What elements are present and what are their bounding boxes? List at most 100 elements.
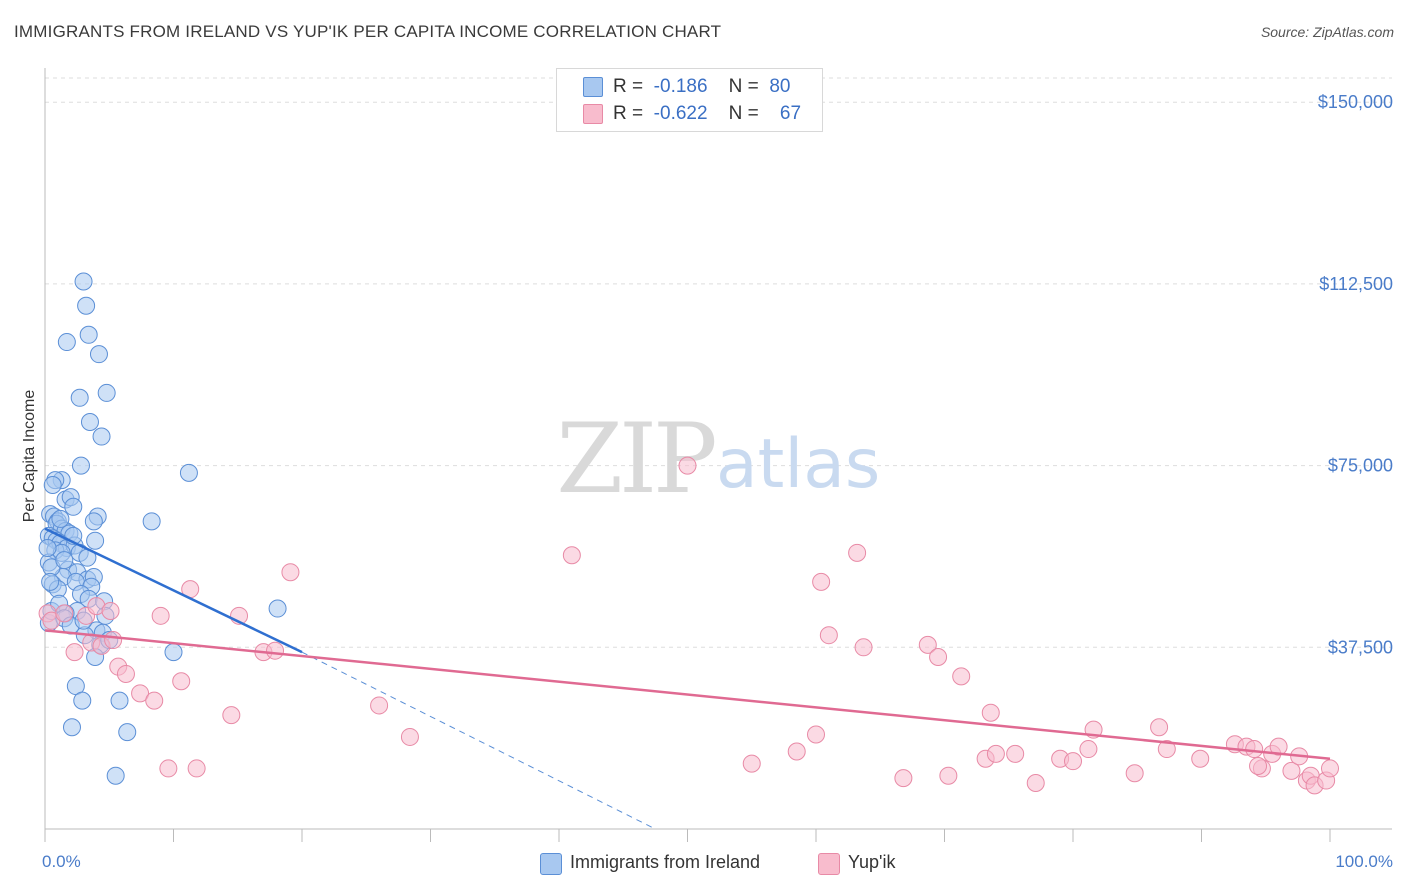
point-yupik (742, 754, 761, 773)
x-tick-label-min: 0.0% (42, 852, 81, 871)
point-ireland (41, 572, 60, 591)
y-tick-labels: $37,500 $75,000 $112,500 $150,000 (1318, 92, 1393, 657)
point-ireland (73, 691, 92, 710)
legend-swatch-pink (818, 853, 840, 875)
point-ireland (64, 497, 83, 516)
r-value: -0.186 (653, 76, 708, 97)
source-credit: Source: ZipAtlas.com (1260, 24, 1394, 40)
point-yupik (1006, 744, 1025, 763)
point-yupik (55, 604, 74, 623)
point-yupik (104, 631, 123, 650)
point-ireland (38, 538, 57, 557)
point-ireland (70, 388, 89, 407)
y-tick-label: $37,500 (1328, 637, 1393, 657)
r-label: R = (613, 76, 644, 97)
point-ireland (89, 345, 108, 364)
point-yupik (562, 546, 581, 565)
y-tick-label: $75,000 (1328, 456, 1393, 476)
point-yupik (370, 696, 389, 715)
point-yupik (116, 664, 135, 683)
point-yupik (222, 706, 241, 725)
point-yupik (400, 727, 419, 746)
n-label: N = (728, 76, 759, 97)
point-yupik (281, 563, 300, 582)
point-yupik (939, 766, 958, 785)
point-ireland (55, 551, 74, 570)
point-ireland (118, 723, 137, 742)
point-ireland (86, 531, 105, 550)
point-yupik (266, 641, 285, 660)
point-ireland (43, 475, 62, 494)
point-ireland (106, 766, 125, 785)
point-yupik (1269, 737, 1288, 756)
point-yupik (854, 638, 873, 657)
trend-ireland-extrapolated (301, 651, 656, 830)
point-yupik (1150, 718, 1169, 737)
point-ireland (164, 643, 183, 662)
legend-label: Immigrants from Ireland (570, 852, 761, 872)
legend-swatch-blue (583, 77, 603, 97)
legend-text: R = -0.186 N = 80 (613, 76, 790, 98)
series-immigrants-from-ireland (38, 272, 287, 785)
point-yupik (1282, 761, 1301, 780)
point-ireland (110, 691, 129, 710)
point-yupik (1026, 773, 1045, 792)
r-label: R = (613, 103, 644, 124)
point-yupik (918, 635, 937, 654)
point-yupik (1125, 764, 1144, 783)
point-yupik (1321, 759, 1339, 778)
point-yupik (1245, 740, 1264, 759)
point-yupik (986, 744, 1005, 763)
point-ireland (74, 272, 93, 291)
point-yupik (1191, 749, 1210, 768)
point-yupik (678, 456, 697, 475)
point-ireland (71, 456, 90, 475)
point-yupik (894, 769, 913, 788)
point-yupik (848, 543, 867, 562)
x-tick-label-max: 100.0% (1335, 852, 1393, 871)
trend-yupik (44, 629, 1331, 760)
point-ireland (179, 463, 198, 482)
correlation-legend: R = -0.186 N = 80 R = -0.622 N = 67 (556, 68, 823, 132)
point-ireland (57, 333, 76, 352)
point-yupik (807, 725, 825, 744)
y-tick-label: $150,000 (1318, 92, 1393, 112)
point-yupik (101, 601, 120, 620)
point-yupik (172, 672, 191, 691)
legend-label: Yup'ik (848, 852, 896, 872)
point-ireland (77, 296, 96, 315)
point-yupik (787, 742, 806, 761)
point-yupik (981, 703, 1000, 722)
point-yupik (1064, 752, 1082, 771)
watermark-atlas: atlas (716, 425, 880, 504)
point-yupik (812, 572, 831, 591)
point-ireland (268, 599, 287, 618)
gridlines (45, 77, 1392, 648)
point-ireland (51, 509, 70, 528)
point-yupik (159, 759, 178, 778)
legend-swatch-pink (583, 104, 603, 124)
r-value: -0.622 (653, 103, 708, 124)
point-ireland (80, 413, 99, 432)
series-yupik (38, 456, 1339, 795)
point-yupik (145, 691, 164, 710)
y-axis-label: Per Capita Income (21, 389, 38, 523)
y-tick-label: $112,500 (1319, 274, 1393, 294)
legend-swatch-blue (540, 853, 562, 875)
watermark: ZIP atlas (556, 403, 880, 515)
point-yupik (1079, 740, 1098, 759)
point-yupik (929, 647, 948, 666)
axes (44, 68, 1392, 842)
point-yupik (65, 643, 84, 662)
trend-lines (44, 527, 1331, 830)
point-yupik (187, 759, 206, 778)
point-ireland (97, 383, 116, 402)
n-value: 80 (769, 76, 791, 97)
n-value: 67 (779, 103, 802, 124)
point-yupik (819, 626, 838, 645)
point-ireland (84, 512, 103, 531)
point-yupik (131, 684, 150, 703)
point-yupik (1157, 740, 1176, 759)
legend-text: R = -0.622 N = 67 (613, 103, 801, 125)
point-yupik (151, 606, 170, 625)
